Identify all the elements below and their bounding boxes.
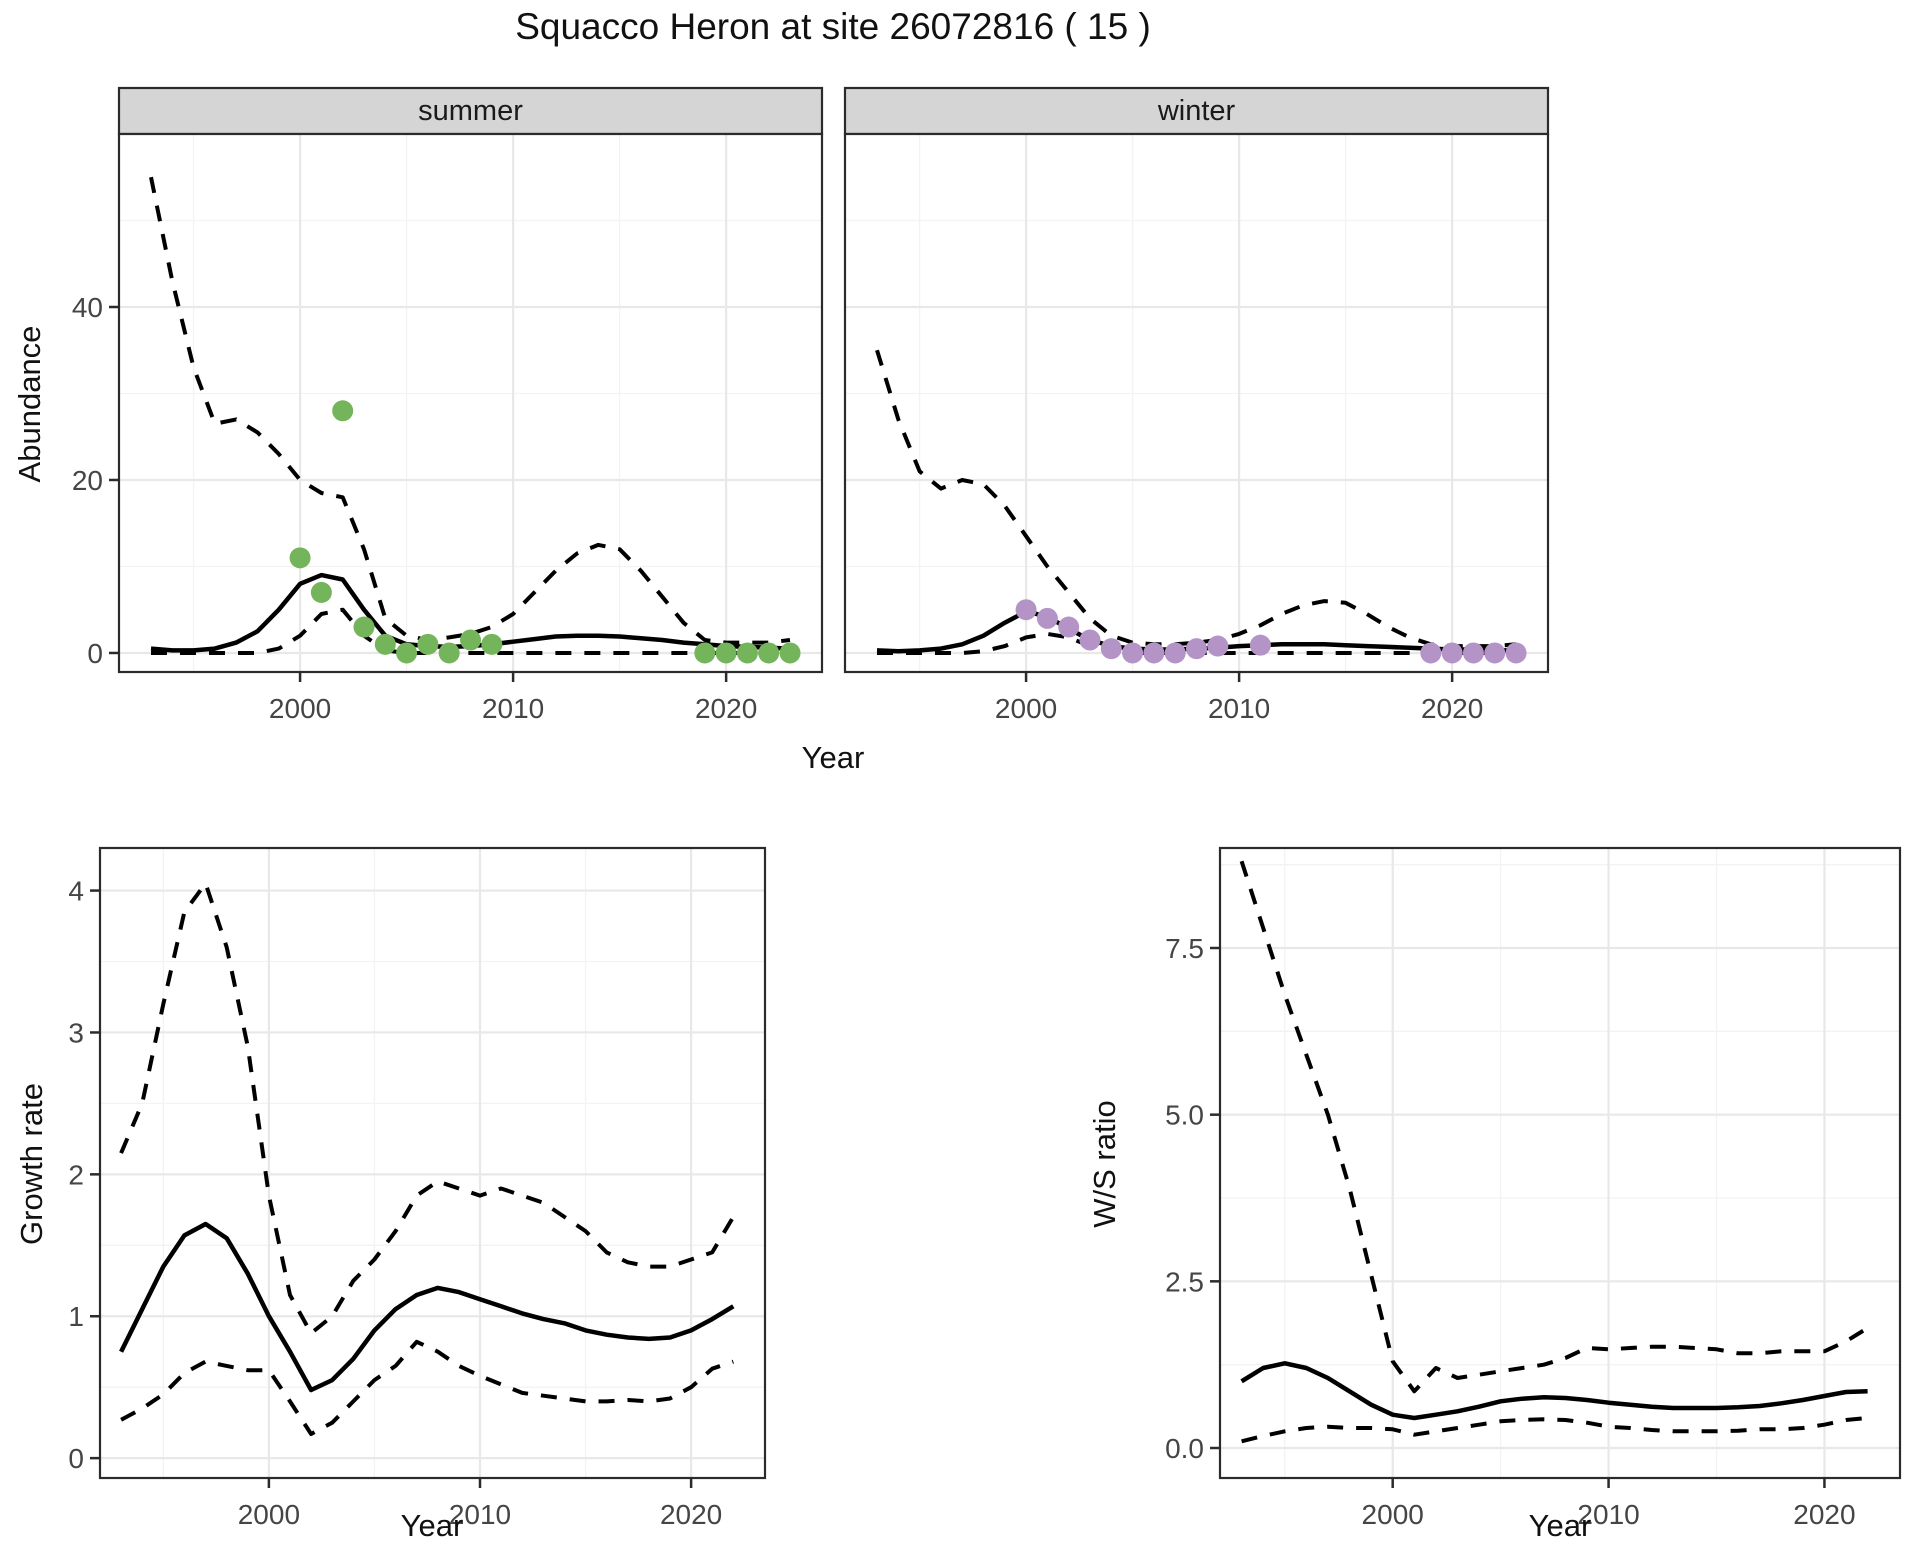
data-point-observed_counts <box>310 581 332 603</box>
lower_95ci-line <box>1241 1416 1868 1444</box>
panel-background <box>845 134 1548 672</box>
data-point-observed_counts <box>332 400 354 422</box>
data-point-observed_counts <box>736 642 758 664</box>
data-point-observed_counts <box>1015 599 1037 621</box>
y-tick-label: 3 <box>68 1017 84 1048</box>
data-point-observed_counts <box>1143 642 1165 664</box>
upper_95ci-line <box>119 881 736 1336</box>
lower_95ci-line <box>120 1339 734 1436</box>
data-point-observed_counts <box>481 633 503 655</box>
data-point-observed_counts <box>1186 638 1207 660</box>
panel-border <box>843 132 1550 674</box>
x-tick-label: 2020 <box>695 693 757 724</box>
data-point-observed_counts <box>289 547 311 569</box>
panel-background <box>100 848 765 1478</box>
y-tick-label: 2.5 <box>1165 1266 1204 1297</box>
ws-ratio-axis-label: W/S ratio <box>1087 1100 1122 1228</box>
x-tick-label: 2000 <box>238 1499 300 1530</box>
x-tick-label: 2010 <box>449 1499 511 1530</box>
upper_95ci-line <box>149 176 791 645</box>
panel-abundance_winter: 2000 2010 2020 <box>843 86 1550 724</box>
y-tick-label: 2 <box>68 1159 84 1190</box>
fitted_median-line <box>1240 1361 1868 1421</box>
x-tick-label: 2000 <box>995 693 1057 724</box>
series-group <box>1239 860 1869 1444</box>
panel-border <box>1218 846 1902 1480</box>
y-tick-label: 40 <box>72 292 103 323</box>
data-point-observed_counts <box>1420 642 1442 664</box>
data-point-observed_counts <box>374 633 396 655</box>
data-point-observed_counts <box>1441 642 1463 664</box>
data-point-observed_counts <box>1058 616 1080 638</box>
y-tick-label: 7.5 <box>1165 933 1204 964</box>
year-axis-label-ws: Year <box>1528 1508 1592 1543</box>
facet-strip-summer: summer <box>418 94 523 127</box>
data-point-observed_counts <box>1484 642 1506 664</box>
facet-strip-box <box>117 86 824 136</box>
y-tick-label: 20 <box>72 465 103 496</box>
panel-growth_rate: 2000 2010 2020 0 1 2 3 4 <box>68 846 767 1530</box>
series-group <box>119 881 736 1436</box>
data-point-observed_counts <box>779 642 801 664</box>
panel-border <box>117 132 824 674</box>
panel-background <box>1220 848 1900 1478</box>
data-point-observed_counts <box>353 616 375 638</box>
fitted_median-line <box>119 1221 735 1393</box>
panel-border <box>98 846 767 1480</box>
y-tick-label: 0.0 <box>1165 1433 1204 1464</box>
growth-rate-axis-label: Growth rate <box>14 1083 49 1245</box>
x-tick-label: 2010 <box>1208 693 1270 724</box>
x-tick-label: 2010 <box>482 693 544 724</box>
y-tick-label: 0 <box>68 1443 84 1474</box>
x-tick-label: 2010 <box>1577 1499 1639 1530</box>
data-point-observed_counts <box>1036 607 1058 629</box>
data-point-observed_counts <box>1207 635 1229 657</box>
facet-strip-winter: winter <box>1157 94 1236 127</box>
y-tick-label: 4 <box>68 876 84 907</box>
panel-background <box>119 134 822 672</box>
data-point-observed_counts <box>1100 638 1122 660</box>
data-point-observed_counts <box>758 642 780 664</box>
x-tick-label: 2020 <box>1421 693 1483 724</box>
series-group <box>149 176 801 664</box>
x-tick-label: 2000 <box>269 693 331 724</box>
data-point-observed_counts <box>438 642 460 664</box>
chart-title: Squacco Heron at site 26072816 ( 15 ) <box>515 6 1151 47</box>
series-group <box>875 349 1527 664</box>
data-point-observed_counts <box>1462 642 1484 664</box>
data-point-observed_counts <box>1164 642 1186 664</box>
x-tick-label: 2020 <box>1793 1499 1855 1530</box>
data-point-observed_counts <box>417 633 439 655</box>
year-axis-label-top: Year <box>801 740 865 775</box>
panel-abundance_summer: 2000 2010 2020 0 20 40 <box>72 86 824 724</box>
data-point-observed_counts <box>1505 642 1527 664</box>
abundance-axis-label: Abundance <box>12 325 47 483</box>
year-axis-label-growth: Year <box>400 1508 464 1543</box>
y-tick-label: 1 <box>68 1301 84 1332</box>
upper_95ci-line <box>1239 860 1869 1394</box>
data-point-observed_counts <box>715 642 737 664</box>
y-tick-label: 5.0 <box>1165 1100 1204 1131</box>
data-point-observed_counts <box>460 629 481 651</box>
x-tick-label: 2000 <box>1362 1499 1424 1530</box>
data-point-observed_counts <box>694 642 716 664</box>
panel-ws_ratio: 2000 2010 2020 0.0 2.5 5.0 7.5 <box>1165 846 1902 1530</box>
y-tick-label: 0 <box>87 638 103 669</box>
data-point-observed_counts <box>1249 634 1271 656</box>
data-point-observed_counts <box>396 642 418 664</box>
data-point-observed_counts <box>1079 629 1101 651</box>
facet-strip-box <box>843 86 1550 136</box>
data-point-observed_counts <box>1122 642 1144 664</box>
x-tick-label: 2020 <box>660 1499 722 1530</box>
lower_95ci-line <box>151 607 790 655</box>
